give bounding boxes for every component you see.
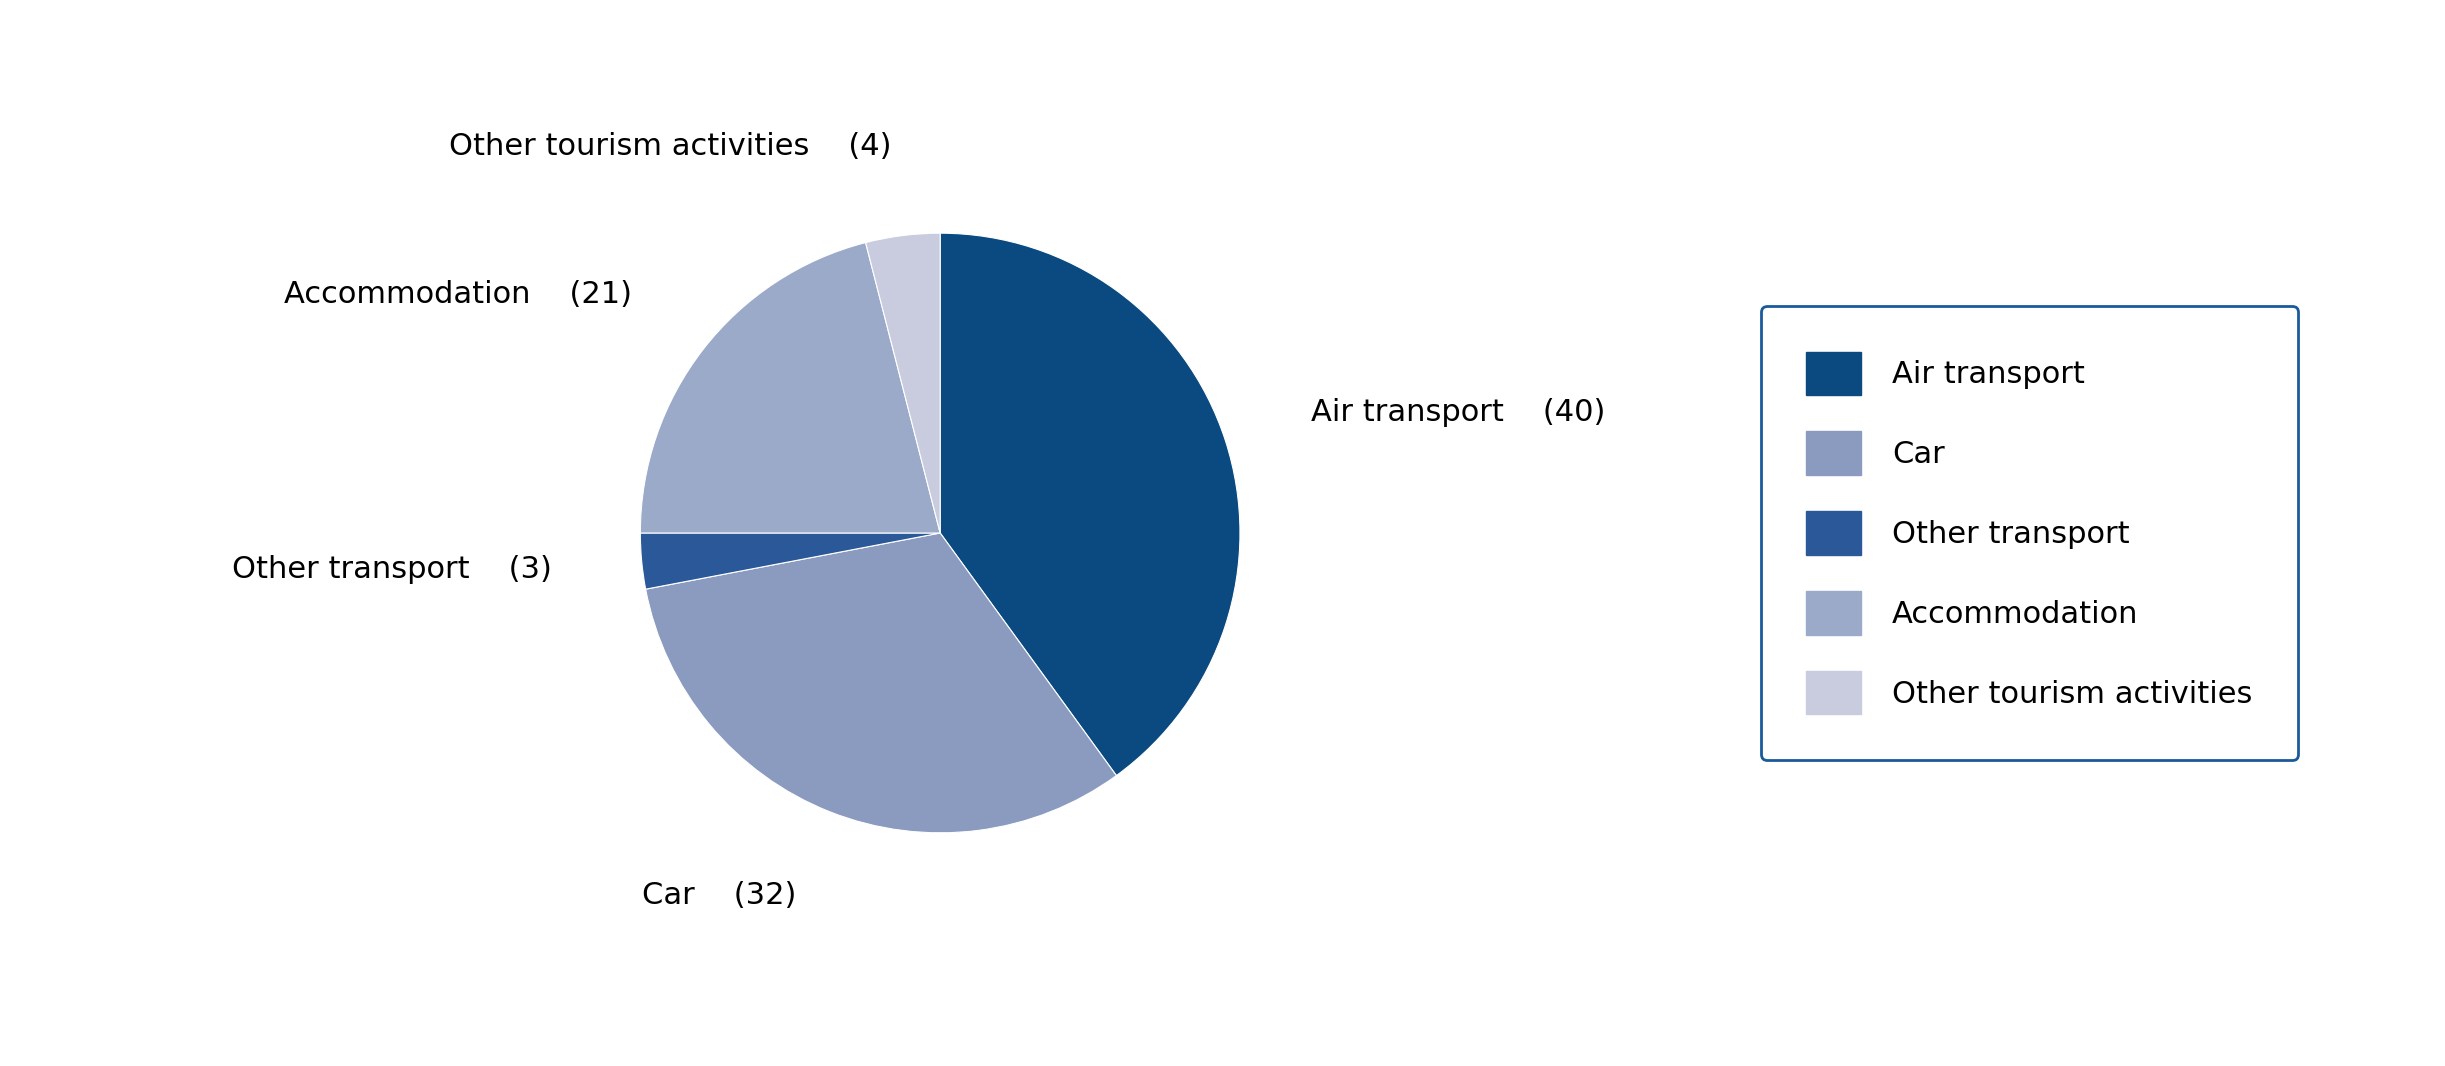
Text: Other transport    (3): Other transport (3)	[232, 555, 553, 584]
Wedge shape	[641, 533, 941, 589]
Wedge shape	[645, 533, 1117, 833]
Text: Other tourism activities    (4): Other tourism activities (4)	[450, 132, 892, 161]
Wedge shape	[641, 243, 941, 533]
Legend: Air transport, Car, Other transport, Accommodation, Other tourism activities: Air transport, Car, Other transport, Acc…	[1760, 306, 2298, 760]
Text: Accommodation    (21): Accommodation (21)	[284, 279, 633, 309]
Text: Car    (32): Car (32)	[643, 881, 797, 910]
Wedge shape	[866, 233, 941, 533]
Wedge shape	[941, 233, 1240, 776]
Text: Air transport    (40): Air transport (40)	[1311, 398, 1606, 427]
